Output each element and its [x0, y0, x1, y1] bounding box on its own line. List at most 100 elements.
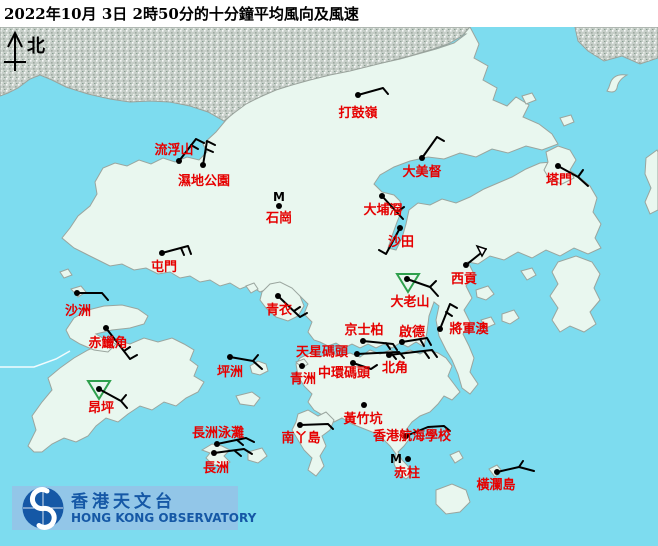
station-dot	[200, 162, 206, 168]
missing-data-marker: M	[273, 190, 285, 204]
station: M 石崗	[265, 190, 292, 226]
wind-barb-icon	[405, 425, 451, 437]
po-toi-island	[435, 483, 471, 515]
wind-barb-icon	[401, 337, 432, 347]
station-dot	[437, 326, 443, 332]
station: 流浮山	[154, 138, 205, 164]
title-bar	[0, 0, 658, 27]
port-shelter-island	[520, 267, 537, 281]
station-label: 大美督	[402, 164, 441, 180]
wind-barb-icon	[178, 138, 205, 162]
station: 香港航海學校	[372, 425, 452, 444]
station-label: 啟德	[399, 324, 425, 340]
wind-barb-icon	[98, 388, 128, 409]
wind-barb-icon	[388, 349, 438, 359]
wind-barb-icon	[557, 165, 589, 187]
station: 大美督	[402, 136, 445, 180]
wind-pennant-icon	[475, 244, 488, 258]
wind-barb-icon	[381, 195, 405, 220]
station-dot	[355, 92, 361, 98]
station-label: 屯門	[151, 259, 177, 275]
peng-chau-island	[249, 360, 269, 376]
wind-barb-icon	[216, 437, 255, 446]
station-dot	[360, 338, 366, 344]
station-label: 橫瀾島	[476, 477, 515, 493]
wind-barb-icon	[421, 136, 445, 159]
mainland	[0, 26, 602, 395]
station: 青衣	[266, 293, 308, 318]
station: 打鼓嶺	[338, 87, 389, 121]
sai-kung-east-islands	[549, 255, 601, 333]
station-label: 天星碼頭	[296, 345, 349, 360]
station-dot	[211, 450, 217, 456]
urban-area-northeast	[574, 26, 658, 65]
wind-barb-icon	[76, 292, 109, 301]
lantau-island	[27, 337, 205, 453]
station: 塔門	[546, 163, 589, 188]
wind-barb-icon	[105, 327, 138, 360]
station-dot	[227, 354, 233, 360]
station-dot	[354, 351, 360, 357]
station: 將軍澳	[437, 303, 489, 337]
wind-barb-icon	[352, 362, 378, 370]
wind-barb-icon	[362, 340, 398, 351]
port-shelter-island	[475, 285, 495, 301]
station-label: 打鼓嶺	[338, 105, 377, 121]
station: 北角	[382, 349, 438, 376]
station-label: 赤鱲角	[88, 335, 127, 351]
wind-barb-icon	[406, 278, 439, 297]
station-dot	[403, 433, 409, 439]
station: M赤柱	[390, 452, 420, 481]
north-arrow: 北	[4, 30, 45, 71]
station-dot	[463, 262, 469, 268]
station: 南丫島	[281, 422, 334, 446]
station: 中環碼頭	[318, 360, 378, 381]
station-label: 長洲	[203, 461, 229, 476]
station-label: 北角	[382, 360, 408, 376]
station-dot	[74, 290, 80, 296]
wind-barb-icon	[229, 354, 263, 370]
triangle-marker-icon	[86, 380, 112, 401]
urban-area-north	[0, 26, 472, 122]
water-boundary-line	[0, 350, 71, 368]
hei-ling-chau-island	[235, 391, 261, 407]
station: 沙洲	[65, 290, 109, 319]
station-label: 南丫島	[281, 430, 320, 446]
station-dot	[555, 163, 561, 169]
crescent-island	[606, 74, 629, 93]
station: 赤鱲角	[88, 325, 138, 360]
station-label: 沙洲	[65, 304, 91, 319]
ma-wan-island	[245, 282, 259, 294]
station-label: 昂坪	[88, 400, 114, 416]
station-label: 中環碼頭	[318, 365, 371, 381]
east-edge-islands	[644, 149, 658, 215]
lung-kwu-chau-island	[59, 268, 73, 279]
station-dot	[405, 456, 411, 462]
mirs-bay-islet	[521, 92, 537, 105]
station-label: 沙田	[388, 235, 414, 250]
logo-chinese-name: 香港天文台	[71, 491, 176, 512]
station-label: 赤柱	[394, 465, 420, 481]
station: 啟德	[399, 324, 432, 347]
station: 坪洲	[217, 354, 263, 380]
station-dot	[159, 250, 165, 256]
station-label: 大埔滘	[363, 202, 402, 218]
station: 長洲	[203, 448, 253, 476]
page-title: 2022年10月 3日 2時50分的十分鐘平均風向及風速	[4, 5, 359, 23]
wind-barb-icon	[378, 227, 401, 255]
wind-barb-icon	[277, 295, 308, 318]
station: 沙田	[378, 225, 414, 255]
station-dot	[96, 386, 102, 392]
south-islet	[449, 450, 464, 464]
station-dot	[404, 276, 410, 282]
station-label: 坪洲	[217, 365, 243, 380]
port-shelter-island	[501, 309, 520, 325]
station-dot	[299, 363, 305, 369]
station-dot	[350, 360, 356, 366]
station-label: 流浮山	[154, 142, 193, 158]
station: 黃竹坑	[342, 402, 383, 427]
triangle-marker-icon	[395, 273, 421, 294]
station-label: 將軍澳	[449, 321, 489, 337]
station: 濕地公園	[178, 140, 230, 189]
station-dot	[379, 193, 385, 199]
